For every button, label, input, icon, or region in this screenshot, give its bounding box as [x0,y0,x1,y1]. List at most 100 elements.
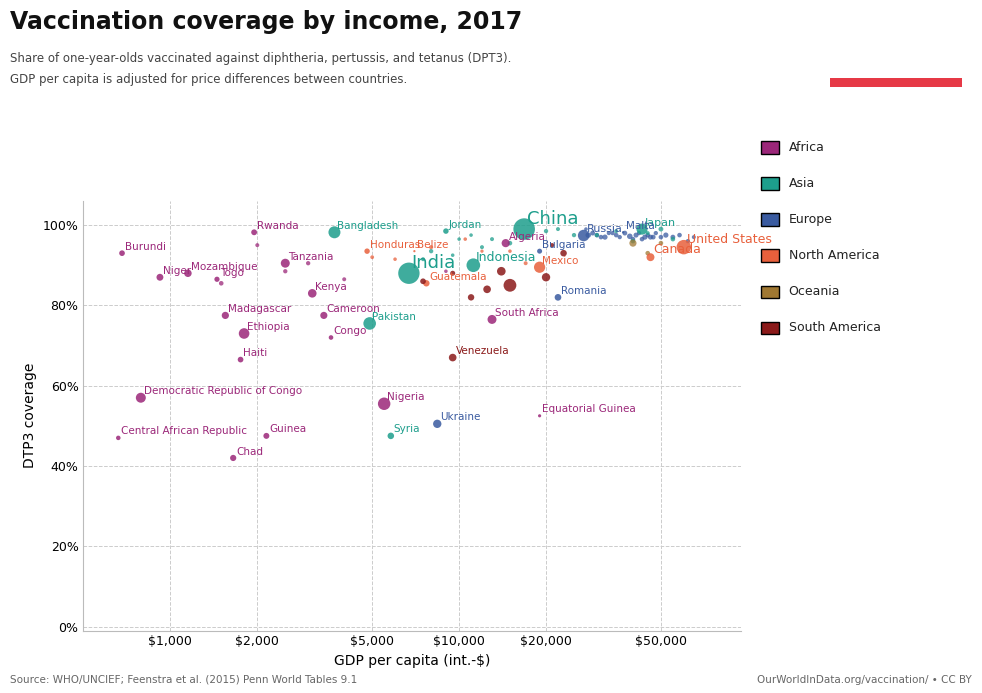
Point [114,247,130,258]
Text: Indonesia: Indonesia [476,251,536,264]
Point [642,252,658,263]
Point [672,229,687,240]
Point [479,283,495,295]
Point [304,288,320,299]
Point [316,310,332,321]
Point [464,292,479,303]
Point [567,229,582,240]
Point [465,260,481,271]
Point [415,276,431,287]
Text: Ethiopia: Ethiopia [246,322,290,332]
Point [640,247,656,258]
Text: Source: WHO/UNCIEF; Feenstra et al. (2015) Penn World Tables 9.1: Source: WHO/UNCIEF; Feenstra et al. (201… [10,675,357,685]
Text: Tanzania: Tanzania [288,252,334,262]
Text: Bangladesh: Bangladesh [337,221,399,231]
Text: Burundi: Burundi [125,242,166,252]
Point [575,230,591,241]
Point [658,229,674,240]
Point [278,258,294,269]
Text: Japan: Japan [645,218,676,228]
Text: South America: South America [789,322,881,334]
Point [445,267,461,279]
Point [628,229,644,240]
Point [133,392,148,403]
Text: Kenya: Kenya [315,282,347,292]
Point [517,224,532,235]
Point [484,234,500,245]
Point [550,224,566,235]
Point [653,231,669,243]
Text: Russia: Russia [586,224,623,234]
Text: Democratic Republic of Congo: Democratic Republic of Congo [143,386,301,396]
Point [626,234,641,245]
Point [364,252,380,263]
Text: Share of one-year-olds vaccinated against diphtheria, pertussis, and tetanus (DP: Share of one-year-olds vaccinated agains… [10,52,512,65]
Text: Canada: Canada [653,243,701,256]
Point [209,274,225,285]
Text: Honduras: Honduras [370,240,420,249]
Point [376,398,392,410]
Point [474,242,490,253]
Point [180,267,195,279]
Text: Nigeria: Nigeria [387,392,424,403]
Point [418,278,434,289]
Point [665,234,681,245]
Text: Algeria: Algeria [509,231,545,242]
Point [225,453,241,464]
Point [550,292,566,303]
Point [278,265,294,277]
Point [359,245,375,256]
Point [452,234,467,245]
Text: Chad: Chad [236,446,263,457]
Point [415,254,431,265]
Point [300,258,316,269]
Point [213,278,229,289]
Point [593,231,609,243]
Point [597,231,613,243]
Point [538,272,554,283]
Point [246,227,262,238]
Point [617,227,632,238]
Text: Asia: Asia [789,177,815,190]
Text: OurWorldInData.org/vaccination/ • CC BY: OurWorldInData.org/vaccination/ • CC BY [757,675,972,685]
Point [110,432,126,444]
Point [429,419,445,430]
Point [531,262,547,273]
Point [438,225,454,236]
Point [383,430,399,441]
Point [608,225,624,236]
Point [622,231,637,242]
Point [531,410,547,421]
Point [387,254,403,265]
Bar [830,78,962,87]
Text: United States: United States [686,233,772,246]
Point [423,245,439,256]
Point [531,245,547,256]
Point [438,265,454,277]
Point [665,231,681,243]
Text: Central African Republic: Central African Republic [121,426,247,437]
Point [612,231,627,243]
Text: Ukraine: Ukraine [440,412,480,423]
Point [648,227,664,238]
Text: Niger: Niger [163,266,191,276]
Y-axis label: DTP3 coverage: DTP3 coverage [24,363,37,468]
Point [498,238,514,249]
Text: Oceania: Oceania [789,286,840,298]
Text: Venezuela: Venezuela [456,346,509,356]
Text: North America: North America [789,249,879,262]
Point [634,224,650,235]
Point [233,354,248,365]
Point [631,227,647,238]
Text: India: India [411,254,456,272]
Point [493,265,509,277]
Text: Jordan: Jordan [449,220,482,229]
Point [152,272,168,283]
Point [681,236,696,247]
Text: Haiti: Haiti [244,348,267,358]
Point [626,236,641,247]
Text: in Data: in Data [872,55,920,68]
Text: China: China [527,210,578,228]
Point [580,229,596,240]
Point [589,229,605,240]
